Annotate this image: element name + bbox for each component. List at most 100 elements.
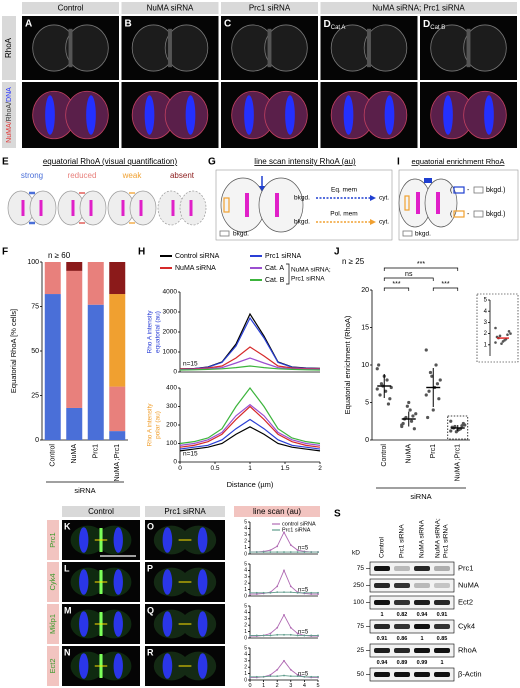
header-box (47, 562, 59, 602)
sig-bracket (383, 277, 434, 281)
y-tick-label: 3000 (163, 309, 178, 316)
x-tick-label: 1 (262, 683, 265, 688)
dna (113, 611, 123, 637)
y-tick-label: 2 (244, 665, 247, 671)
series-line (179, 418, 321, 450)
data-point (289, 544, 292, 546)
data-point (310, 675, 313, 678)
lane-label: Control (379, 536, 386, 558)
header-box (62, 506, 140, 517)
y-tick-label: 0 (244, 551, 247, 557)
roi-icon (473, 210, 484, 218)
data-point (317, 675, 319, 678)
micrograph (320, 82, 418, 148)
data-point (435, 382, 440, 386)
dna (162, 569, 173, 595)
dna (144, 95, 155, 135)
quant-label: 0.89 (397, 660, 408, 666)
data-point (276, 545, 279, 548)
cell-outline (264, 24, 308, 72)
dna (162, 653, 173, 679)
data-point (424, 348, 428, 352)
data-point (385, 378, 389, 382)
roi-icon (453, 186, 465, 194)
furrow (68, 28, 73, 68)
data-point (317, 591, 319, 594)
data-point (269, 591, 272, 594)
y-tick-label: 15 (361, 324, 369, 331)
header-box (47, 646, 59, 686)
chromosomes (245, 193, 249, 217)
series-line (179, 387, 321, 445)
y-tick-label: 4 (244, 610, 247, 616)
dna (113, 527, 123, 553)
y-tick-label: 3 (244, 574, 247, 580)
series-line (179, 403, 321, 446)
x-tick-label: 0.5 (210, 465, 219, 472)
quant-label: 0.91 (437, 612, 448, 618)
x-axis-label: siRNA (410, 492, 431, 501)
y-tick-label: 5 (244, 603, 247, 609)
data-point (414, 412, 418, 416)
y-tick-label: 1000 (163, 349, 178, 356)
data-point (405, 404, 409, 408)
panel-letter: I (397, 157, 400, 168)
blot-band (374, 648, 390, 653)
blot-band (434, 648, 450, 653)
data-point (276, 668, 279, 671)
y-tick-label: 3 (244, 532, 247, 538)
quant-label: 0.91 (377, 636, 388, 642)
data-point (269, 632, 272, 635)
bar-segment (87, 304, 104, 440)
x-tick-label: Control (50, 444, 57, 467)
scheme-cell (107, 190, 157, 226)
data-point (262, 675, 265, 678)
x-tick-label: Prc1 (430, 444, 437, 459)
chromosomes (139, 200, 143, 216)
header-box (121, 2, 219, 14)
scheme-label: cyt. (379, 195, 389, 202)
data-point (289, 591, 292, 594)
bar-segment (44, 262, 61, 295)
data-point (269, 551, 272, 553)
micrograph (62, 646, 140, 686)
blot-band (414, 672, 430, 677)
y-tick-label: 0 (35, 437, 39, 444)
x-tick-label: 0 (248, 683, 251, 688)
header-box (234, 506, 320, 517)
y-tick-label: 100 (166, 440, 177, 447)
blot-band (394, 672, 410, 677)
data-point (411, 414, 415, 418)
lane-label: NuMA siRNA; (435, 518, 442, 558)
panel-letter: H (138, 247, 145, 258)
inset-frame (476, 293, 519, 363)
y-axis-label: Rho A intensity (147, 310, 154, 354)
lane-label: Prc1 siRNA (443, 524, 450, 558)
data-point (498, 334, 502, 338)
data-point (454, 430, 458, 434)
blot-band (414, 566, 430, 571)
y-tick-label: 100 (27, 259, 39, 266)
data-point (400, 424, 404, 429)
scan-arrowhead (370, 219, 376, 225)
data-point (255, 593, 258, 595)
data-point (289, 633, 292, 636)
cell-outline (363, 24, 408, 72)
cell-outline (65, 24, 109, 72)
micrograph (320, 16, 418, 80)
blot-band (374, 566, 390, 571)
column-label: Prc1 siRNA (249, 4, 291, 13)
data-point (412, 427, 416, 431)
sig-bracket (432, 287, 459, 291)
data-point (283, 591, 285, 594)
y-tick-label: 3 (244, 658, 247, 664)
data-point (296, 675, 299, 678)
header-box (2, 16, 16, 80)
blot-band (394, 600, 410, 605)
bar-segment (109, 386, 126, 432)
y-tick-label: 50 (31, 348, 39, 355)
furrow (466, 28, 471, 68)
column-label: Prc1 siRNA (164, 507, 206, 516)
significance-label: *** (417, 261, 425, 268)
